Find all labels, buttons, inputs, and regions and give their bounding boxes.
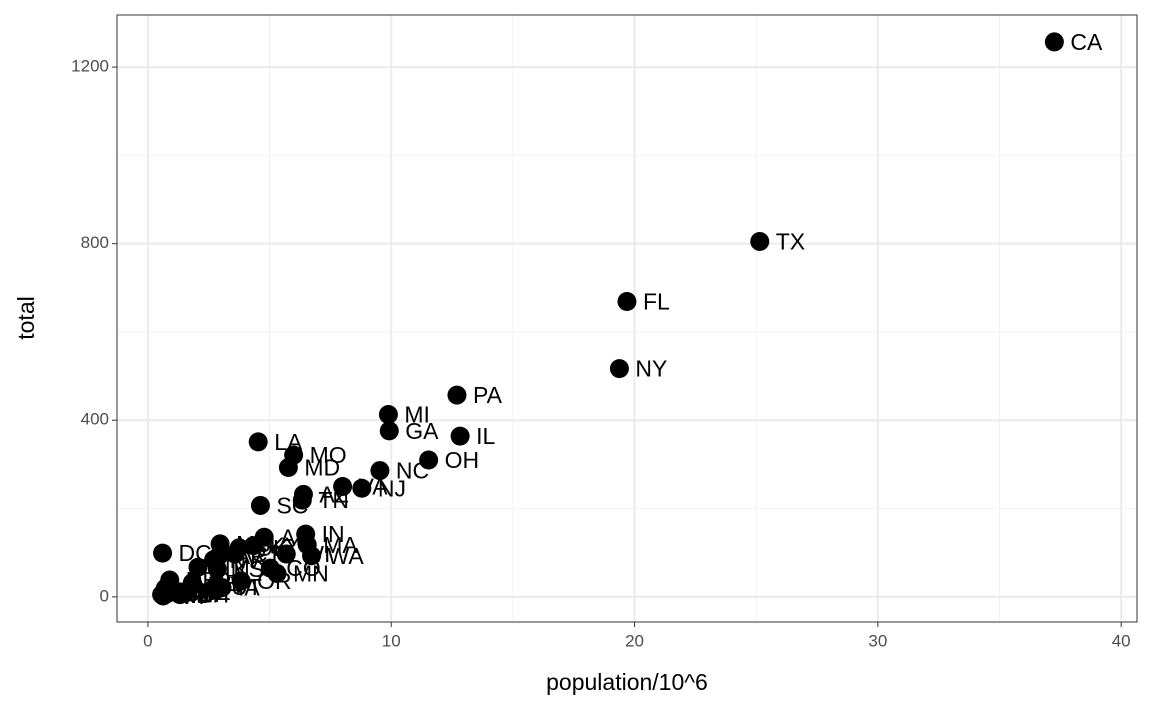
x-tick-label: 20: [625, 631, 644, 650]
y-tick-label: 1200: [71, 57, 109, 76]
point: [379, 421, 399, 441]
point: [1044, 32, 1064, 52]
point: [609, 359, 629, 379]
point-label: OH: [445, 447, 480, 473]
point: [447, 385, 467, 405]
point: [188, 557, 208, 577]
point-label: UT: [231, 574, 262, 600]
point: [333, 476, 353, 496]
point: [231, 571, 251, 591]
point-label: MO: [310, 442, 347, 468]
y-axis-title: total: [13, 296, 39, 339]
point-label: CA: [1070, 29, 1103, 55]
point: [210, 534, 230, 554]
point: [153, 543, 173, 563]
point-label: MI: [404, 402, 430, 428]
point-label: PA: [473, 382, 503, 408]
point-label: NY: [635, 356, 667, 382]
point: [204, 550, 224, 570]
point: [243, 536, 263, 556]
point: [419, 450, 439, 470]
point: [205, 577, 225, 597]
x-tick-label: 30: [868, 631, 887, 650]
point-label: OR: [257, 568, 292, 594]
point: [248, 432, 268, 452]
point: [229, 538, 249, 558]
plot-border: [116, 14, 1138, 623]
point-label: IN: [322, 521, 345, 547]
point: [152, 585, 172, 605]
y-tick-label: 400: [81, 410, 109, 429]
point: [284, 445, 304, 465]
point: [183, 575, 203, 595]
x-tick-label: 10: [382, 631, 401, 650]
point: [267, 563, 287, 583]
point: [302, 546, 322, 566]
point-label: MA: [323, 532, 358, 558]
point: [750, 231, 770, 251]
point-label: WY: [178, 582, 215, 608]
point: [352, 478, 372, 498]
point-label: MD: [304, 455, 340, 481]
point: [370, 461, 390, 481]
x-axis-title: population/10^6: [546, 669, 708, 695]
point: [276, 544, 296, 564]
x-tick-label: 0: [143, 631, 152, 650]
point-label: TX: [776, 229, 805, 255]
point-label: FL: [643, 289, 670, 315]
point: [250, 495, 270, 515]
y-tick-label: 0: [100, 586, 109, 605]
point-label: WA: [328, 543, 365, 569]
point: [617, 292, 637, 312]
point: [292, 490, 312, 510]
y-tick-label: 800: [81, 233, 109, 252]
x-tick-label: 40: [1112, 631, 1131, 650]
point-label: WI: [302, 541, 330, 567]
point-label: IL: [476, 423, 495, 449]
point-label: VA: [359, 474, 389, 500]
point-label: GA: [405, 418, 439, 444]
point: [378, 405, 398, 425]
point: [450, 426, 470, 446]
point-label: WV: [209, 572, 247, 598]
